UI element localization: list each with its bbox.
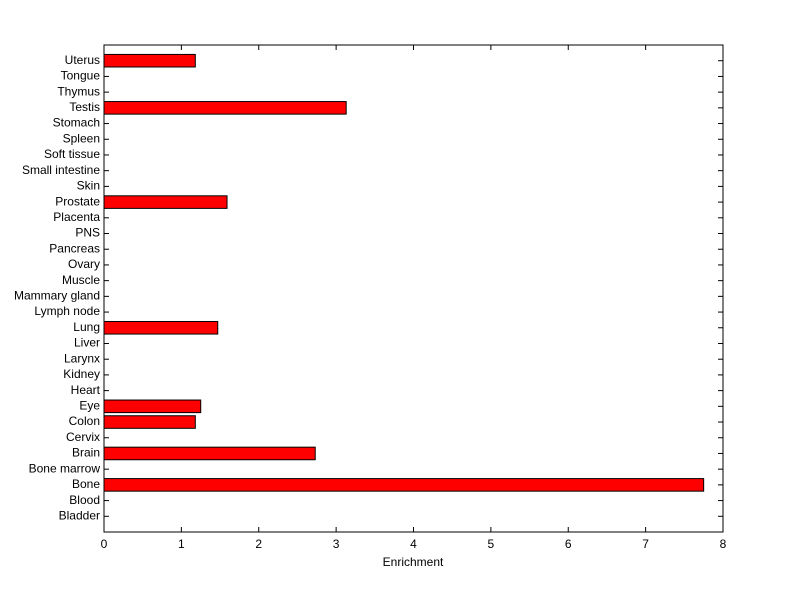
y-tick-label: Soft tissue bbox=[44, 147, 100, 161]
y-tick-label: Bone marrow bbox=[29, 461, 101, 475]
y-tick-label: Kidney bbox=[63, 367, 100, 381]
bar bbox=[103, 415, 196, 429]
bar bbox=[103, 101, 347, 115]
x-tick-label: 6 bbox=[565, 537, 572, 551]
y-tick-label: Brain bbox=[72, 446, 100, 460]
y-tick-label: Larynx bbox=[64, 351, 100, 365]
y-tick-label: Eye bbox=[79, 398, 100, 412]
y-tick-label: Tongue bbox=[61, 69, 101, 83]
bar bbox=[103, 446, 316, 461]
y-tick-label: Small intestine bbox=[22, 163, 100, 177]
y-tick-label: Thymus bbox=[57, 84, 100, 98]
y-tick-label: Lung bbox=[73, 320, 100, 334]
y-tick-label: Testis bbox=[69, 100, 100, 114]
bar bbox=[103, 320, 219, 335]
y-tick-label: Heart bbox=[71, 383, 101, 397]
x-tick-label: 8 bbox=[720, 537, 727, 551]
x-tick-label: 1 bbox=[178, 537, 185, 551]
y-tick-label: Blood bbox=[69, 493, 100, 507]
y-tick-label: Placenta bbox=[53, 210, 100, 224]
y-tick-label: Skin bbox=[77, 179, 100, 193]
y-tick-label: Liver bbox=[74, 336, 100, 350]
y-tick-label: Bone bbox=[72, 477, 100, 491]
x-tick-label: 7 bbox=[642, 537, 649, 551]
x-axis-label: Enrichment bbox=[383, 555, 444, 569]
y-tick-label: Pancreas bbox=[49, 241, 100, 255]
x-tick-label: 2 bbox=[255, 537, 262, 551]
y-tick-label: Stomach bbox=[53, 116, 100, 130]
y-tick-label: Colon bbox=[69, 414, 100, 428]
y-tick-label: Muscle bbox=[62, 273, 100, 287]
x-tick-label: 0 bbox=[101, 537, 108, 551]
y-tick-label: Mammary gland bbox=[14, 289, 100, 303]
y-tick-label: Ovary bbox=[68, 257, 100, 271]
y-tick-label: Spleen bbox=[63, 131, 100, 145]
bar bbox=[103, 478, 705, 492]
bar bbox=[103, 195, 228, 209]
x-tick-label: 5 bbox=[488, 537, 495, 551]
y-tick-label: Cervix bbox=[66, 430, 100, 444]
y-tick-label: Prostate bbox=[55, 194, 100, 208]
y-tick-label: Bladder bbox=[59, 508, 100, 522]
x-tick-label: 4 bbox=[410, 537, 417, 551]
y-tick-label: Lymph node bbox=[34, 304, 100, 318]
bar bbox=[103, 53, 196, 68]
x-tick-label: 3 bbox=[333, 537, 340, 551]
y-tick-label: Uterus bbox=[65, 53, 100, 67]
y-tick-label: PNS bbox=[75, 226, 100, 240]
bar bbox=[103, 399, 202, 414]
